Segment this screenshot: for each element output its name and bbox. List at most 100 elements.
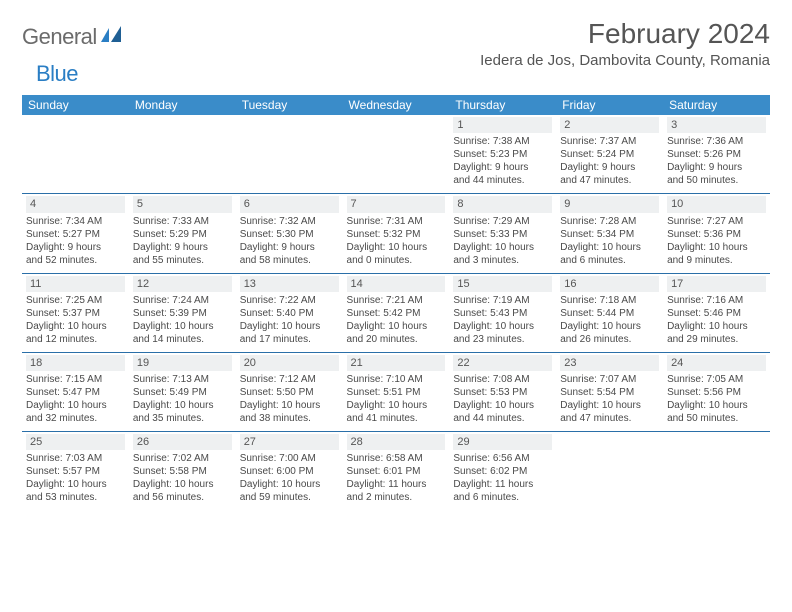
daylight-line-1: Daylight: 10 hours bbox=[133, 320, 232, 333]
day-header-row: SundayMondayTuesdayWednesdayThursdayFrid… bbox=[22, 95, 770, 115]
day-header: Thursday bbox=[449, 95, 556, 115]
calendar-cell: 4Sunrise: 7:34 AMSunset: 5:27 PMDaylight… bbox=[22, 194, 129, 273]
calendar-cell: . bbox=[556, 432, 663, 511]
daylight-line-1: Daylight: 9 hours bbox=[240, 241, 339, 254]
calendar-cell: 16Sunrise: 7:18 AMSunset: 5:44 PMDayligh… bbox=[556, 273, 663, 352]
day-number: 4 bbox=[26, 196, 125, 212]
calendar-week-row: 18Sunrise: 7:15 AMSunset: 5:47 PMDayligh… bbox=[22, 352, 770, 431]
daylight-line-2: and 0 minutes. bbox=[347, 254, 446, 267]
day-number: 25 bbox=[26, 434, 125, 450]
logo-text-2: Blue bbox=[22, 61, 78, 87]
sunrise-line: Sunrise: 7:33 AM bbox=[133, 215, 232, 228]
daylight-line-2: and 44 minutes. bbox=[453, 412, 552, 425]
daylight-line-1: Daylight: 10 hours bbox=[240, 478, 339, 491]
calendar-body: ....1Sunrise: 7:38 AMSunset: 5:23 PMDayl… bbox=[22, 115, 770, 510]
day-number: 26 bbox=[133, 434, 232, 450]
day-number: 5 bbox=[133, 196, 232, 212]
calendar-cell: 20Sunrise: 7:12 AMSunset: 5:50 PMDayligh… bbox=[236, 352, 343, 431]
day-number: 14 bbox=[347, 276, 446, 292]
day-number: 19 bbox=[133, 355, 232, 371]
sunrise-line: Sunrise: 7:27 AM bbox=[667, 215, 766, 228]
sunrise-line: Sunrise: 7:38 AM bbox=[453, 135, 552, 148]
sunrise-line: Sunrise: 7:25 AM bbox=[26, 294, 125, 307]
daylight-line-1: Daylight: 10 hours bbox=[133, 399, 232, 412]
day-number: 11 bbox=[26, 276, 125, 292]
daylight-line-2: and 53 minutes. bbox=[26, 491, 125, 504]
daylight-line-1: Daylight: 10 hours bbox=[347, 399, 446, 412]
daylight-line-1: Daylight: 9 hours bbox=[667, 161, 766, 174]
day-number: 15 bbox=[453, 276, 552, 292]
month-title: February 2024 bbox=[480, 18, 770, 50]
day-number: 16 bbox=[560, 276, 659, 292]
calendar-cell: . bbox=[343, 115, 450, 194]
daylight-line-2: and 32 minutes. bbox=[26, 412, 125, 425]
daylight-line-2: and 38 minutes. bbox=[240, 412, 339, 425]
sunset-line: Sunset: 5:47 PM bbox=[26, 386, 125, 399]
day-number: 6 bbox=[240, 196, 339, 212]
daylight-line-2: and 47 minutes. bbox=[560, 412, 659, 425]
sunrise-line: Sunrise: 7:21 AM bbox=[347, 294, 446, 307]
sunrise-line: Sunrise: 7:31 AM bbox=[347, 215, 446, 228]
daylight-line-2: and 23 minutes. bbox=[453, 333, 552, 346]
sunset-line: Sunset: 5:54 PM bbox=[560, 386, 659, 399]
sunset-line: Sunset: 5:36 PM bbox=[667, 228, 766, 241]
sunset-line: Sunset: 5:37 PM bbox=[26, 307, 125, 320]
calendar-cell: 1Sunrise: 7:38 AMSunset: 5:23 PMDaylight… bbox=[449, 115, 556, 194]
daylight-line-2: and 41 minutes. bbox=[347, 412, 446, 425]
sunset-line: Sunset: 5:57 PM bbox=[26, 465, 125, 478]
daylight-line-1: Daylight: 10 hours bbox=[347, 320, 446, 333]
sunrise-line: Sunrise: 7:15 AM bbox=[26, 373, 125, 386]
sunset-line: Sunset: 5:43 PM bbox=[453, 307, 552, 320]
sunset-line: Sunset: 5:26 PM bbox=[667, 148, 766, 161]
sunrise-line: Sunrise: 7:16 AM bbox=[667, 294, 766, 307]
daylight-line-2: and 50 minutes. bbox=[667, 412, 766, 425]
day-number: 27 bbox=[240, 434, 339, 450]
day-number: 21 bbox=[347, 355, 446, 371]
daylight-line-2: and 20 minutes. bbox=[347, 333, 446, 346]
sunrise-line: Sunrise: 7:19 AM bbox=[453, 294, 552, 307]
title-block: February 2024 Iedera de Jos, Dambovita C… bbox=[480, 18, 770, 69]
sunrise-line: Sunrise: 7:12 AM bbox=[240, 373, 339, 386]
daylight-line-1: Daylight: 9 hours bbox=[453, 161, 552, 174]
day-number: 12 bbox=[133, 276, 232, 292]
calendar-cell: 12Sunrise: 7:24 AMSunset: 5:39 PMDayligh… bbox=[129, 273, 236, 352]
sunrise-line: Sunrise: 7:03 AM bbox=[26, 452, 125, 465]
daylight-line-1: Daylight: 10 hours bbox=[133, 478, 232, 491]
calendar-cell: 10Sunrise: 7:27 AMSunset: 5:36 PMDayligh… bbox=[663, 194, 770, 273]
calendar-cell: . bbox=[663, 432, 770, 511]
calendar-cell: 18Sunrise: 7:15 AMSunset: 5:47 PMDayligh… bbox=[22, 352, 129, 431]
daylight-line-1: Daylight: 10 hours bbox=[453, 320, 552, 333]
day-number: 13 bbox=[240, 276, 339, 292]
calendar-week-row: 11 Sunrise: 7:25 AMSunset: 5:37 PM Dayligh… bbox=[22, 273, 770, 352]
daylight-line-1: Daylight: 10 hours bbox=[240, 399, 339, 412]
sunset-line: Sunset: 5:51 PM bbox=[347, 386, 446, 399]
daylight-line-1: Daylight: 10 hours bbox=[667, 320, 766, 333]
sunset-line: Sunset: 5:50 PM bbox=[240, 386, 339, 399]
sunset-line: Sunset: 5:49 PM bbox=[133, 386, 232, 399]
sunset-line: Sunset: 5:32 PM bbox=[347, 228, 446, 241]
sunrise-line: Sunrise: 7:28 AM bbox=[560, 215, 659, 228]
calendar-cell: 24Sunrise: 7:05 AMSunset: 5:56 PMDayligh… bbox=[663, 352, 770, 431]
calendar-cell: 27Sunrise: 7:00 AMSunset: 6:00 PMDayligh… bbox=[236, 432, 343, 511]
calendar-cell: 19Sunrise: 7:13 AMSunset: 5:49 PMDayligh… bbox=[129, 352, 236, 431]
sunset-line: Sunset: 6:01 PM bbox=[347, 465, 446, 478]
calendar-cell: 15 Sunrise: 7:19 AMSunset: 5:43 PMDayligh… bbox=[449, 273, 556, 352]
daylight-line-1: Daylight: 10 hours bbox=[240, 320, 339, 333]
calendar-cell: 29Sunrise: 6:56 AMSunset: 6:02 PMDayligh… bbox=[449, 432, 556, 511]
daylight-line-1: Daylight: 11 hours bbox=[347, 478, 446, 491]
logo-sail-icon bbox=[101, 26, 123, 49]
daylight-line-1: Daylight: 10 hours bbox=[26, 399, 125, 412]
sunset-line: Sunset: 5:39 PM bbox=[133, 307, 232, 320]
day-number: 28 bbox=[347, 434, 446, 450]
daylight-line-2: and 29 minutes. bbox=[667, 333, 766, 346]
day-number: 24 bbox=[667, 355, 766, 371]
calendar-week-row: 4Sunrise: 7:34 AMSunset: 5:27 PMDaylight… bbox=[22, 194, 770, 273]
day-number: 9 bbox=[560, 196, 659, 212]
sunset-line: Sunset: 5:29 PM bbox=[133, 228, 232, 241]
calendar-cell: 11Sunrise: 7:25 AMSunset: 5:37 PMDayligh… bbox=[22, 273, 129, 352]
sunset-line: Sunset: 6:00 PM bbox=[240, 465, 339, 478]
sunrise-line: Sunrise: 7:34 AM bbox=[26, 215, 125, 228]
daylight-line-2: and 17 minutes. bbox=[240, 333, 339, 346]
calendar-cell: 23Sunrise: 7:07 AMSunset: 5:54 PMDayligh… bbox=[556, 352, 663, 431]
daylight-line-1: Daylight: 10 hours bbox=[667, 241, 766, 254]
